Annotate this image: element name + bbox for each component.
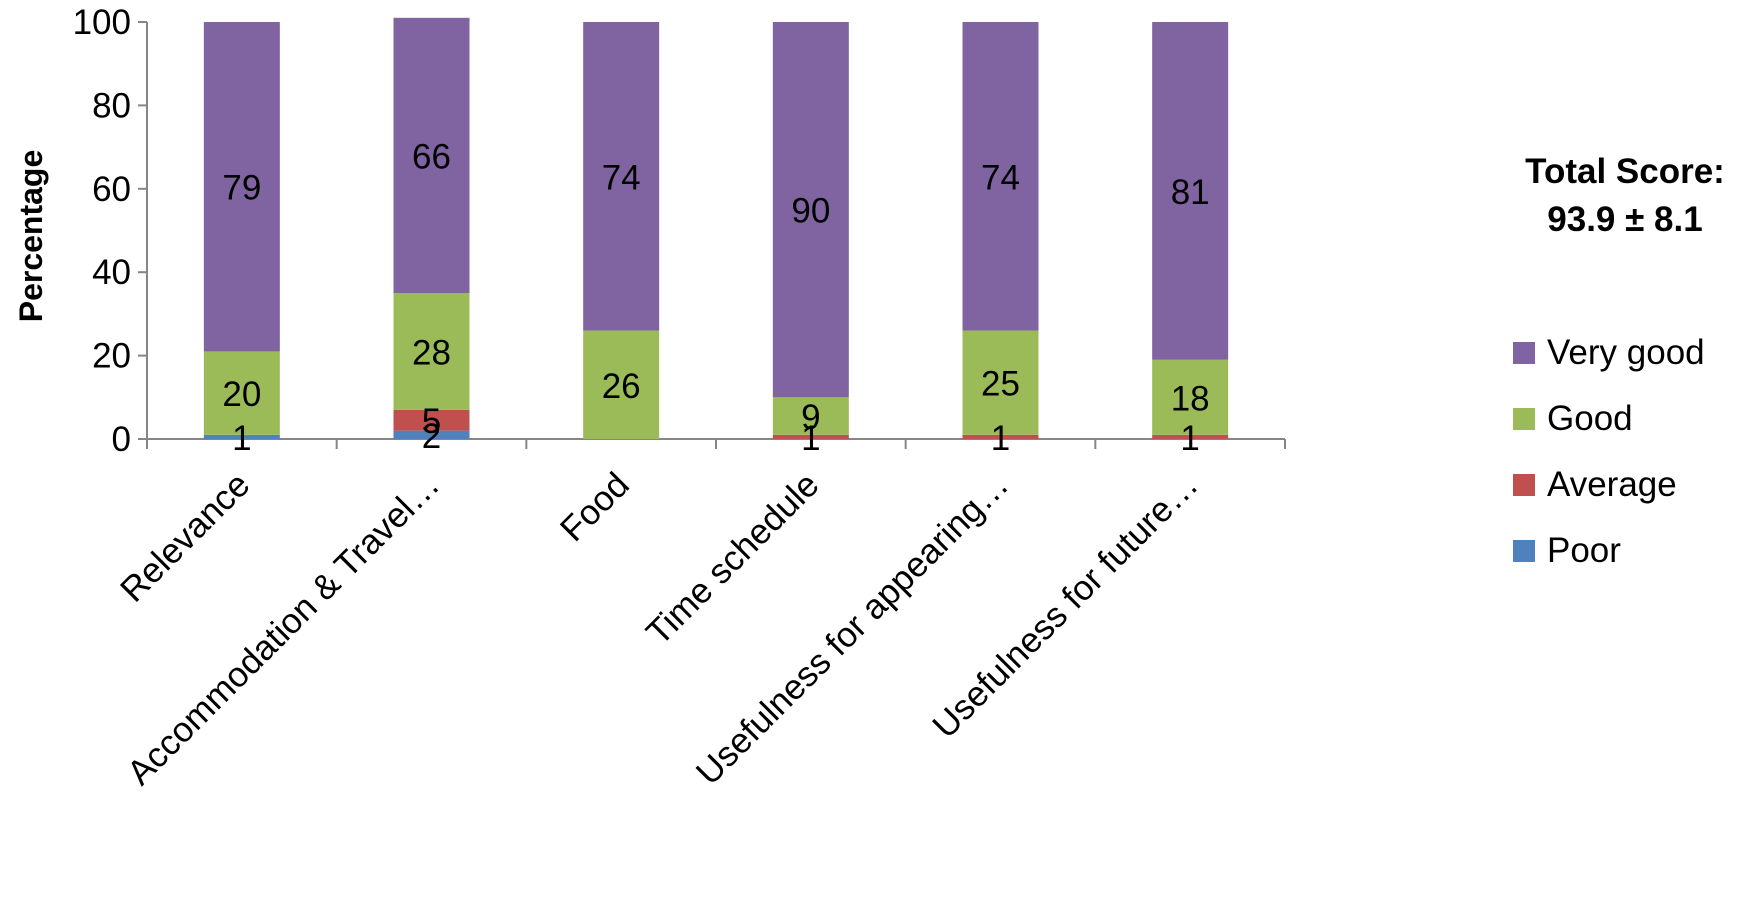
data-label: 1 <box>232 419 251 458</box>
data-label: 26 <box>602 367 641 406</box>
legend-swatch <box>1513 342 1535 364</box>
bar-segment-very-good <box>393 17 470 294</box>
bars <box>203 17 1229 439</box>
data-label: 79 <box>222 169 261 208</box>
bar-segment-good <box>1152 359 1229 435</box>
bar-segment-average <box>772 434 849 439</box>
data-label: 81 <box>1171 173 1210 212</box>
data-label: 1 <box>991 419 1010 458</box>
bar-segment-good <box>393 293 470 410</box>
data-label: 1 <box>801 419 820 458</box>
y-tick-label: 40 <box>92 253 131 292</box>
bar-segment-good <box>772 397 849 435</box>
data-label: 74 <box>602 158 641 197</box>
bar-segment-average <box>393 409 470 431</box>
bar-segment-very-good <box>1152 22 1229 360</box>
legend-item-very-good: Very good <box>1513 320 1705 386</box>
data-label: 28 <box>412 333 451 372</box>
data-label: 18 <box>1171 379 1210 418</box>
x-tick-label: Time schedule <box>639 465 827 653</box>
legend-label: Good <box>1547 399 1633 438</box>
legend-swatch <box>1513 408 1535 430</box>
bar-segment-very-good <box>203 22 280 352</box>
bar-segment-very-good <box>583 22 660 331</box>
data-label: 20 <box>222 375 261 414</box>
bar-segment-very-good <box>962 22 1039 331</box>
data-label: 90 <box>791 192 830 231</box>
legend-item-poor: Poor <box>1513 518 1705 584</box>
x-tick-label: Food <box>553 465 637 549</box>
y-tick-label: 20 <box>92 337 131 376</box>
x-tick-label: Relevance <box>113 465 258 610</box>
data-label: 9 <box>801 398 820 437</box>
legend-item-average: Average <box>1513 452 1705 518</box>
legend-item-good: Good <box>1513 386 1705 452</box>
bar-segment-poor <box>393 430 470 439</box>
total-score-title: Total Score: <box>1525 152 1725 191</box>
total-score-value: 93.9 ± 8.1 <box>1547 200 1703 239</box>
bar-segment-good <box>203 351 280 435</box>
data-label: 25 <box>981 365 1020 404</box>
data-label: 5 <box>422 402 441 441</box>
legend-label: Average <box>1547 465 1677 504</box>
data-label: 66 <box>412 137 451 176</box>
bar-segment-average <box>1152 434 1229 439</box>
bar-segment-good <box>962 330 1039 435</box>
y-tick-label: 60 <box>92 170 131 209</box>
bar-segment-average <box>962 434 1039 439</box>
legend-swatch <box>1513 474 1535 496</box>
bar-segment-very-good <box>772 22 849 398</box>
y-tick-label: 100 <box>73 3 131 42</box>
data-label: 74 <box>981 158 1020 197</box>
y-tick-label: 0 <box>112 420 131 459</box>
y-tick-label: 80 <box>92 86 131 125</box>
x-tick-label: Accommodation & Travel… <box>120 465 447 792</box>
legend-swatch <box>1513 540 1535 562</box>
bar-segment-good <box>583 330 660 439</box>
data-label: 1 <box>1180 419 1199 458</box>
legend-label: Very good <box>1547 333 1705 372</box>
y-axis-title: Percentage <box>13 150 49 323</box>
data-label: 2 <box>422 417 441 456</box>
legend: Very good Good Average Poor <box>1513 320 1705 584</box>
y-axis: 0 20 40 60 80 100 <box>73 3 148 459</box>
x-tick-label: Usefulness for appearing… <box>689 465 1016 792</box>
total-score-annotation: Total Score: 93.9 ± 8.1 <box>1515 148 1735 244</box>
bar-segment-poor <box>203 434 280 439</box>
legend-label: Poor <box>1547 531 1621 570</box>
x-axis <box>146 438 1286 449</box>
